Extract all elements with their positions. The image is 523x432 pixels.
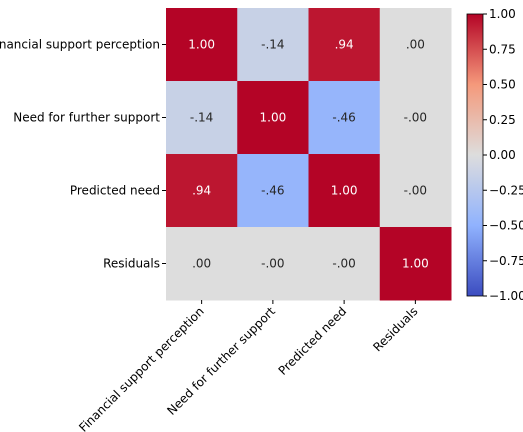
heatmap-cell-r3-c3	[379, 227, 452, 301]
row-labels: Financial support perception Need for fur…	[0, 38, 166, 271]
heatmap-cell-r3-c2	[308, 227, 381, 301]
cell-value-label: -.14	[190, 111, 213, 125]
heatmap-cell-r2-c2	[308, 154, 381, 228]
cell-value-label: 1.00	[260, 111, 287, 125]
colorbar-tick-label: 0.75	[489, 42, 516, 56]
colorbar-gradient	[467, 14, 483, 296]
colorbar-tick-label: 0.00	[489, 148, 516, 162]
heatmap-cell-r0-c3	[379, 8, 452, 82]
cell-value-label: .00	[406, 38, 425, 52]
cell-value-label: -.14	[261, 38, 284, 52]
colorbar-tick-label: 1.00	[489, 7, 516, 21]
cell-value-label: -.46	[261, 184, 284, 198]
cell-value-label: -.00	[404, 184, 427, 198]
cell-value-label: -.46	[332, 111, 355, 125]
colorbar-tick-label: −0.75	[489, 254, 523, 268]
colorbar-tick-label: 0.50	[489, 78, 516, 92]
heatmap-cell-r1-c2	[308, 81, 381, 155]
cell-value-label: .00	[192, 257, 211, 271]
row-label: Need for further support	[13, 111, 160, 125]
cell-value-label: -.00	[404, 111, 427, 125]
row-label: Predicted need	[70, 184, 160, 198]
heatmap-cell-r3-c1	[237, 227, 309, 301]
row-label: Residuals	[103, 257, 160, 271]
heatmap-cells: 1.00 -.14 .94 .00 -.14 1.00 -.46 -.00 .94 -.46 1.0…	[166, 8, 452, 301]
row-label: Financial support perception	[0, 38, 160, 52]
heatmap-cell-r2-c0	[166, 154, 238, 228]
colorbar-tick-label: −0.50	[489, 219, 523, 233]
colorbar-tick-label: −0.25	[489, 183, 523, 197]
column-label: Residuals	[370, 304, 420, 354]
heatmap-cell-r2-c1	[237, 154, 309, 228]
heatmap-cell-r2-c3	[379, 154, 452, 228]
heatmap-cell-r0-c1	[237, 8, 309, 82]
cell-value-label: 1.00	[331, 184, 358, 198]
cell-value-label: -.00	[332, 257, 355, 271]
cell-value-label: .94	[335, 38, 354, 52]
cell-value-label: 1.00	[402, 257, 429, 271]
colorbar: 1.00 0.75 0.50 0.25 0.00 −0.25 −0.50 −0.75 −1.00	[466, 7, 523, 303]
column-label: Financial support perception	[76, 304, 206, 432]
colorbar-tick-label: 0.25	[489, 113, 516, 127]
heatmap-cell-r0-c2	[308, 8, 381, 82]
heatmap-cell-r0-c0	[166, 8, 238, 82]
heatmap-cell-r1-c3	[379, 81, 452, 155]
heatmap-cell-r3-c0	[166, 227, 238, 301]
cell-value-label: .94	[192, 184, 211, 198]
colorbar-tick-label: −1.00	[489, 289, 523, 303]
cell-value-label: 1.00	[188, 38, 215, 52]
column-label: Predicted need	[276, 304, 350, 378]
cell-value-label: -.00	[261, 257, 284, 271]
heatmap-cell-r1-c0	[166, 81, 238, 155]
heatmap-cell-r1-c1	[237, 81, 309, 155]
